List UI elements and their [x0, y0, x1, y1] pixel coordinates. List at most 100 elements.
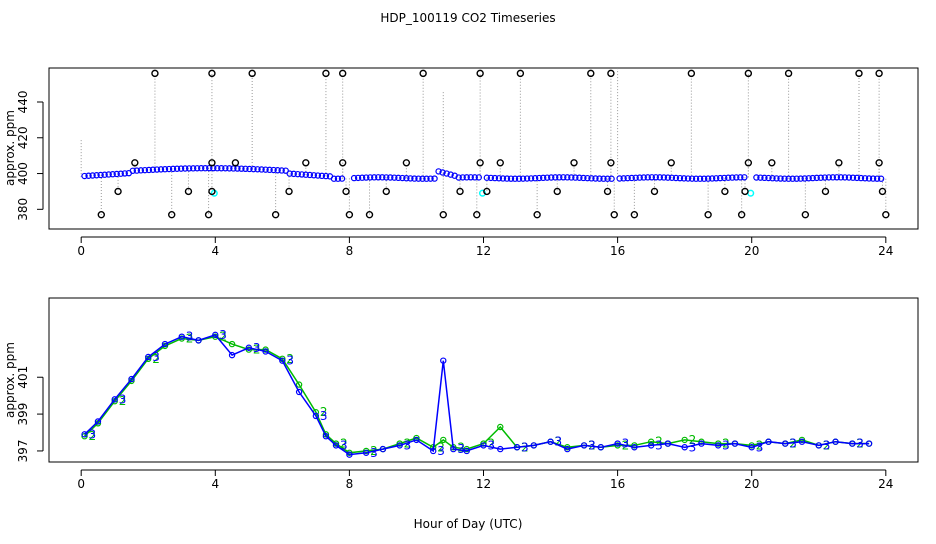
y-tick-label: 397 [16, 439, 30, 462]
outlier-point [338, 69, 347, 78]
outlier-point [533, 210, 541, 219]
averaged-point [596, 175, 603, 182]
averaged-point [93, 172, 100, 179]
outlier-point [402, 159, 411, 167]
series-label-3: 3 [286, 354, 294, 368]
outlier-point [821, 187, 830, 196]
top-x-axis: 0 4 8 12 16 20 24 [77, 236, 893, 258]
averaged-point [391, 174, 398, 181]
series-point-3 [513, 444, 521, 451]
series-point-3 [547, 438, 554, 445]
series-point-3 [295, 388, 303, 396]
averaged-point [411, 175, 418, 182]
averaged-point [495, 175, 503, 182]
averaged-point [503, 175, 511, 182]
averaged-point [181, 165, 189, 172]
x-tick-label: 20 [744, 477, 759, 491]
series-label-3: 3 [457, 442, 465, 456]
averaged-point [797, 175, 804, 182]
series-label-2: 2 [340, 437, 348, 451]
averaged-point [202, 164, 209, 172]
series-point-3 [463, 447, 470, 455]
averaged-point [680, 175, 688, 182]
outlier-point [667, 159, 675, 167]
averaged-point [704, 175, 712, 182]
averaged-point [668, 174, 676, 181]
x-tick-label: 4 [211, 477, 219, 491]
averaged-point [218, 165, 225, 172]
series-point-3 [480, 442, 487, 449]
averaged-point [588, 175, 595, 182]
series-point-3 [832, 438, 839, 445]
averaged-point [568, 174, 575, 181]
outlier-point [650, 187, 659, 196]
series-point-3 [614, 440, 621, 447]
series-point-3 [815, 442, 822, 449]
averaged-point [519, 175, 527, 182]
averaged-point [793, 175, 800, 182]
averaged-point [310, 172, 318, 179]
averaged-point [604, 175, 611, 182]
series-point-2 [228, 340, 236, 348]
series-label-3: 3 [622, 437, 630, 451]
series-label-2: 2 [89, 429, 97, 443]
top-data-layer [80, 68, 890, 219]
x-tick-label: 0 [77, 244, 85, 258]
series-point-3 [245, 344, 253, 351]
outlier-point [835, 159, 843, 167]
averaged-point [214, 165, 221, 172]
averaged-point [407, 175, 414, 182]
series-point-3 [782, 440, 789, 447]
averaged-point [580, 174, 587, 182]
series-point-3 [647, 442, 655, 449]
series-label-2: 2 [655, 435, 663, 449]
averaged-point [692, 175, 700, 182]
averaged-point [535, 174, 543, 182]
averaged-point [467, 174, 474, 181]
outlier-point [342, 187, 350, 196]
outlier-point [882, 210, 890, 219]
outlier-point [570, 159, 578, 167]
averaged-point [443, 170, 450, 177]
averaged-point [113, 170, 120, 178]
averaged-point [491, 174, 499, 182]
averaged-point [459, 174, 466, 181]
averaged-point [853, 174, 861, 182]
series-point-2 [295, 381, 303, 388]
series-label-3: 3 [856, 437, 864, 451]
outlier-point [784, 69, 793, 78]
series-point-3 [322, 433, 330, 440]
series-point-3 [681, 444, 688, 451]
outlier-point [496, 159, 504, 167]
averaged-point [306, 171, 314, 179]
averaged-point [431, 175, 438, 182]
averaged-point [805, 175, 812, 182]
series-line-3 [83, 334, 870, 456]
series-point-3 [631, 444, 638, 451]
averaged-point [600, 175, 607, 182]
bottom-ylabel: approx. ppm [3, 342, 17, 418]
series-point-3 [714, 442, 722, 449]
averaged-point [857, 174, 865, 182]
averaged-point [721, 174, 728, 182]
averaged-point [262, 166, 269, 173]
series-point-3 [597, 444, 605, 451]
averaged-point [242, 165, 249, 173]
averaged-point [672, 174, 680, 182]
averaged-point [700, 175, 708, 182]
series-point-3 [279, 357, 286, 364]
averaged-point [628, 174, 635, 182]
series-point-3 [396, 442, 403, 449]
series-label-3: 3 [521, 440, 529, 454]
series-point-3 [731, 440, 739, 447]
averaged-point [350, 174, 358, 182]
series-point-2 [440, 436, 447, 444]
outlier-point [456, 187, 464, 196]
averaged-point [688, 175, 696, 182]
series-point-3 [413, 436, 420, 444]
series-label-2: 2 [119, 394, 127, 408]
averaged-point [282, 167, 289, 174]
series-point-3 [178, 333, 185, 340]
averaged-point [157, 166, 165, 173]
series-label-2: 2 [789, 437, 797, 451]
